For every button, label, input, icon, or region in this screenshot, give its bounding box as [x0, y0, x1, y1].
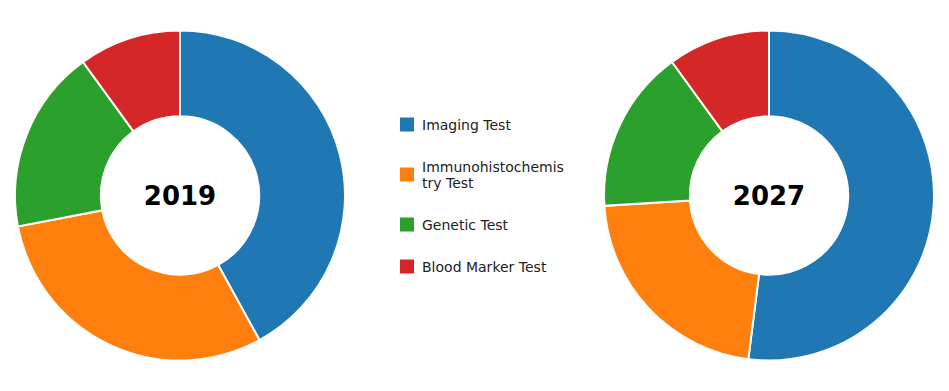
legend-label-line: try Test	[422, 175, 474, 191]
center-label: 2019	[144, 181, 216, 211]
donut: 2019	[15, 31, 345, 361]
legend-swatch	[400, 118, 414, 132]
donut-slice	[672, 31, 769, 132]
legend-label: Imaging Test	[422, 117, 511, 133]
legend-label-line: Genetic Test	[422, 217, 509, 233]
donut-slice	[83, 31, 180, 132]
legend-swatch	[400, 168, 414, 182]
chart-canvas: 2019 Imaging Test Immunohistochemistry Tes…	[0, 0, 949, 391]
legend-swatch	[400, 218, 414, 232]
center-label: 2027	[733, 181, 805, 211]
legend-label-line: Immunohistochemis	[422, 159, 564, 175]
donut-slice	[18, 210, 260, 360]
legend-swatch	[400, 260, 414, 274]
legend-label-line: Imaging Test	[422, 117, 511, 133]
donut: 2027	[604, 31, 934, 361]
donut-slice	[604, 200, 759, 359]
legend-label: Genetic Test	[422, 217, 509, 233]
legend-label-line: Blood Marker Test	[422, 259, 547, 275]
legend-label: Immunohistochemistry Test	[422, 159, 564, 191]
legend: Imaging Test Immunohistochemistry Test Gen…	[400, 117, 564, 275]
legend-label: Blood Marker Test	[422, 259, 547, 275]
